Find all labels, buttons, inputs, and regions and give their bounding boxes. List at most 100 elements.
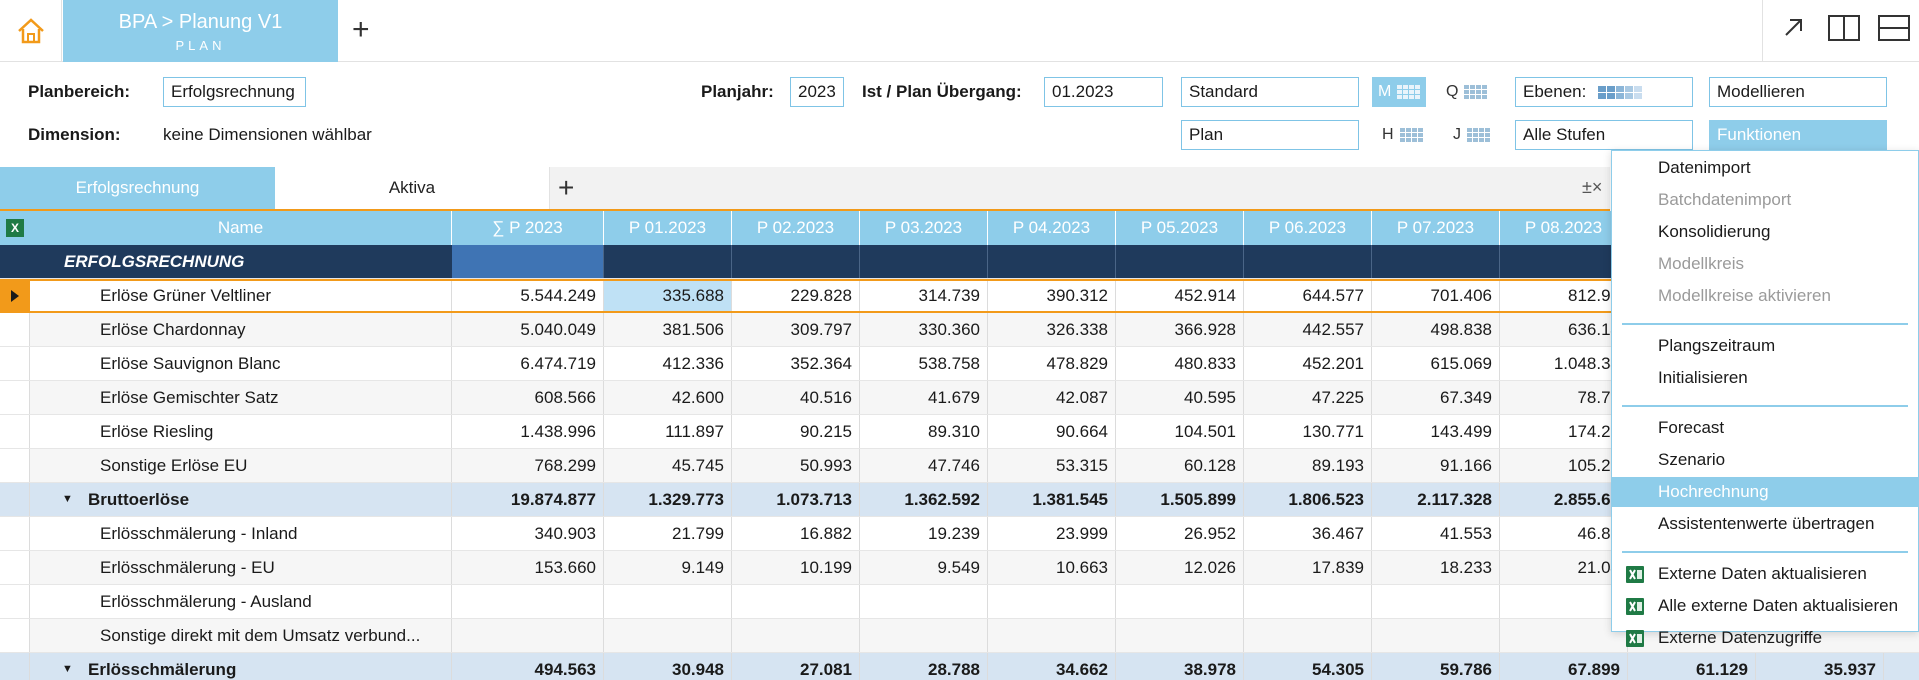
period-year-toggle[interactable]: J [1453, 120, 1490, 150]
value-cell[interactable]: 330.360 [860, 313, 988, 346]
value-cell[interactable]: 130.771 [1244, 415, 1372, 448]
name-column-header[interactable]: Name [30, 211, 452, 245]
value-cell[interactable]: 89.193 [1244, 449, 1372, 482]
sum-cell[interactable]: 5.040.049 [452, 313, 604, 346]
value-cell[interactable]: 1.362.592 [860, 483, 988, 516]
modellieren-select[interactable]: Modellieren [1709, 77, 1887, 107]
table-row[interactable]: Erlöse Chardonnay 5.040.049 381.506 309.797… [0, 313, 1919, 347]
value-cell[interactable]: 9.549 [860, 551, 988, 584]
uebergang-input[interactable]: 01.2023 [1044, 77, 1163, 107]
value-cell[interactable]: 538.758 [860, 347, 988, 380]
value-cell[interactable] [1372, 619, 1500, 652]
expand-arrow-icon[interactable] [1781, 14, 1807, 40]
value-cell[interactable]: 78.76 [1500, 381, 1628, 414]
value-cell[interactable] [1500, 585, 1628, 618]
value-cell[interactable]: 229.828 [732, 281, 860, 311]
value-cell[interactable]: 381.506 [604, 313, 732, 346]
value-cell[interactable]: 2.117.328 [1372, 483, 1500, 516]
value-cell[interactable]: 45.745 [604, 449, 732, 482]
period-column-header[interactable]: P 05.2023 [1116, 211, 1244, 245]
sum-cell[interactable]: 19.874.877 [452, 483, 604, 516]
menu-item[interactable]: Externe Daten aktualisieren [1612, 559, 1918, 589]
value-cell[interactable] [604, 585, 732, 618]
funktionen-select[interactable]: Funktionen [1709, 120, 1887, 150]
value-cell[interactable]: 17.839 [1244, 551, 1372, 584]
sum-cell[interactable]: 6.474.719 [452, 347, 604, 380]
value-cell[interactable]: 40.595 [1116, 381, 1244, 414]
value-cell[interactable]: 42.600 [604, 381, 732, 414]
value-cell[interactable]: 452.914 [1116, 281, 1244, 311]
value-cell[interactable]: 366.928 [1116, 313, 1244, 346]
value-cell[interactable]: 50.993 [732, 449, 860, 482]
value-cell[interactable]: 452.201 [1244, 347, 1372, 380]
split-vertical-icon[interactable] [1827, 14, 1861, 42]
value-cell[interactable]: 478.829 [988, 347, 1116, 380]
value-cell[interactable]: 143.499 [1372, 415, 1500, 448]
sum-cell[interactable]: 340.903 [452, 517, 604, 550]
value-cell[interactable]: 1.048.34 [1500, 347, 1628, 380]
sum-cell[interactable] [452, 619, 604, 652]
value-cell[interactable]: 12.026 [1116, 551, 1244, 584]
value-cell[interactable]: 46.85 [1500, 517, 1628, 550]
value-cell[interactable]: 53.315 [988, 449, 1116, 482]
table-row[interactable]: Erlösschmälerung - Ausland [0, 585, 1919, 619]
value-cell[interactable]: 91.166 [1372, 449, 1500, 482]
value-cell[interactable]: 16.882 [732, 517, 860, 550]
value-cell[interactable]: 41.553 [1372, 517, 1500, 550]
table-row[interactable]: Erlöse Gemischter Satz 608.566 42.600 40.51… [0, 381, 1919, 415]
value-cell[interactable]: 67.899 [1500, 653, 1628, 680]
menu-item[interactable]: Initialisieren [1612, 363, 1918, 393]
value-cell[interactable] [732, 585, 860, 618]
value-cell[interactable]: 636.14 [1500, 313, 1628, 346]
value-cell[interactable] [1244, 619, 1372, 652]
value-cell[interactable]: 498.838 [1372, 313, 1500, 346]
value-cell[interactable] [604, 619, 732, 652]
tab-aktiva[interactable]: Aktiva [275, 167, 550, 209]
value-cell[interactable]: 42.087 [988, 381, 1116, 414]
value-cell[interactable]: 27.081 [732, 653, 860, 680]
subtotal-row[interactable]: ▼ Bruttoerlöse 19.874.877 1.329.773 1.073.71… [0, 483, 1919, 517]
value-cell[interactable]: 2.855.60 [1500, 483, 1628, 516]
period-column-header[interactable]: P 08.2023 [1500, 211, 1628, 245]
value-cell[interactable]: 412.336 [604, 347, 732, 380]
planbereich-select[interactable]: Erfolgsrechnung [163, 77, 306, 107]
table-row[interactable]: Erlöse Sauvignon Blanc 6.474.719 412.336 35… [0, 347, 1919, 381]
value-cell[interactable]: 36.467 [1244, 517, 1372, 550]
value-cell[interactable]: 41.679 [860, 381, 988, 414]
period-column-header[interactable]: P 03.2023 [860, 211, 988, 245]
view-select[interactable]: Standard [1181, 77, 1359, 107]
sum-cell[interactable]: 768.299 [452, 449, 604, 482]
value-cell[interactable] [988, 619, 1116, 652]
table-row[interactable]: Erlösschmälerung - EU 153.660 9.149 10.199 9… [0, 551, 1919, 585]
value-cell[interactable] [1500, 619, 1628, 652]
value-cell[interactable]: 54.305 [1244, 653, 1372, 680]
period-month-toggle[interactable]: M [1372, 77, 1427, 107]
value-cell[interactable] [1116, 619, 1244, 652]
document-tab[interactable]: BPA > Planung V1 PLAN [63, 0, 338, 62]
menu-item[interactable]: Alle externe Daten aktualisieren [1612, 591, 1918, 621]
table-row[interactable]: Sonstige Erlöse EU 768.299 45.745 50.993 47.… [0, 449, 1919, 483]
sum-column-header[interactable]: ∑ P 2023 [452, 211, 604, 245]
value-cell[interactable]: 89.310 [860, 415, 988, 448]
sum-cell[interactable]: 5.544.249 [452, 281, 604, 311]
value-cell[interactable] [1116, 585, 1244, 618]
table-row[interactable]: Sonstige direkt mit dem Umsatz verbund..… [0, 619, 1919, 653]
tab-erfolgsrechnung[interactable]: Erfolgsrechnung [0, 167, 275, 209]
value-cell[interactable]: 104.501 [1116, 415, 1244, 448]
period-half-toggle[interactable]: H [1382, 120, 1423, 150]
sum-cell[interactable]: 153.660 [452, 551, 604, 584]
menu-item[interactable]: Datenimport [1612, 153, 1918, 183]
value-cell[interactable] [860, 619, 988, 652]
formula-tool-icon[interactable]: ±× [1582, 177, 1603, 197]
value-cell[interactable]: 1.381.545 [988, 483, 1116, 516]
value-cell[interactable]: 812.95 [1500, 281, 1628, 311]
value-cell[interactable]: 442.557 [1244, 313, 1372, 346]
period-column-header[interactable]: P 02.2023 [732, 211, 860, 245]
value-cell[interactable]: 26.952 [1116, 517, 1244, 550]
value-cell[interactable] [860, 585, 988, 618]
period-column-header[interactable]: P 07.2023 [1372, 211, 1500, 245]
value-cell[interactable]: 90.664 [988, 415, 1116, 448]
value-cell[interactable] [732, 619, 860, 652]
value-cell[interactable]: 335.688 [604, 281, 732, 311]
add-tab-button[interactable]: + [558, 172, 575, 203]
